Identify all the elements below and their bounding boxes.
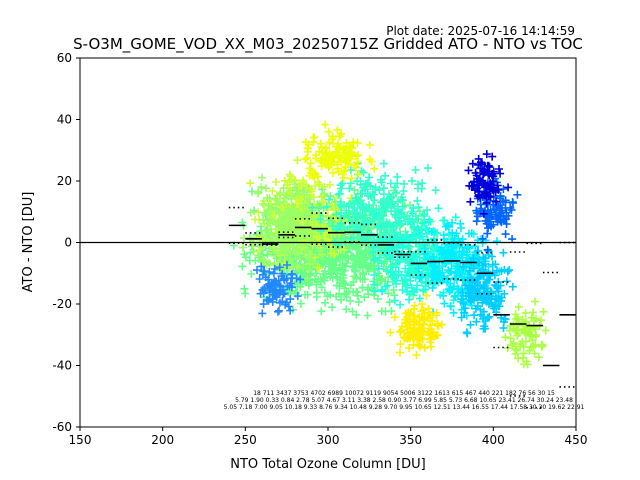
y-tick-label: 20 [57,174,72,188]
scatter-series [464,150,513,218]
bin-statistics [228,206,576,409]
x-tick-label: 200 [151,433,174,447]
x-axis-label: NTO Total Ozone Column [DU] [230,457,426,472]
x-tick-label: 350 [399,433,422,447]
y-tick-label: -60 [52,420,72,434]
scatter-series [253,261,305,318]
x-tick-label: 300 [317,433,340,447]
annotation-median: 5.05 7.18 7.00 9.05 10.18 9.33 8.76 9.34… [224,404,585,411]
plot-date: Plot date: 2025-07-16 14:14:59 [386,24,575,38]
annotation-counts: 18 711 3437 3753 4702 6989 10072 9119 90… [253,390,555,397]
y-tick-label: -40 [52,359,72,373]
chart-title: S-O3M_GOME_VOD_XX_M03_20250715Z Gridded … [73,35,583,54]
x-tick-label: 400 [482,433,505,447]
axes: 150 200 250 300 350 400 450 -60 -40 -20 0 20 40 60 [52,51,587,447]
scatter-series [301,120,379,183]
scatter-series [386,291,446,359]
y-tick-label: 0 [64,236,72,250]
y-tick-label: 60 [57,51,72,65]
bin-annotations: 18 711 3437 3753 4702 6989 10072 9119 90… [224,390,585,411]
scatter-series [501,297,550,369]
y-tick-label: 40 [57,113,72,127]
x-tick-label: 150 [69,433,92,447]
y-axis-label: ATO - NTO [DU] [21,192,36,293]
annotation-std: 5.79 1.90 0.33 0.84 2.78 5.07 4.67 3.11 … [235,397,573,404]
y-tick-label: -20 [52,297,72,311]
x-tick-label: 450 [565,433,588,447]
x-tick-label: 250 [234,433,257,447]
